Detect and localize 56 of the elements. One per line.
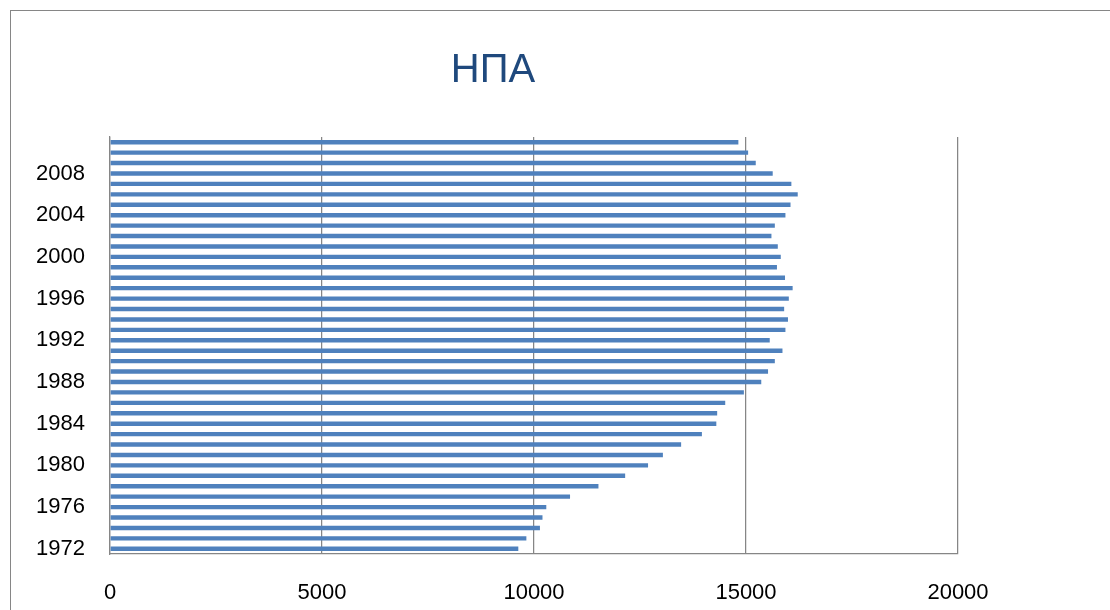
bar (110, 504, 547, 510)
y-tick-label: 1980 (36, 451, 85, 477)
bar (110, 285, 793, 291)
bar (110, 150, 749, 155)
bar (110, 181, 792, 187)
bar (110, 233, 772, 239)
bar (110, 390, 744, 395)
bar (110, 536, 527, 541)
bar (110, 525, 540, 531)
bar (110, 160, 756, 166)
bar (110, 463, 649, 468)
bar (110, 213, 786, 218)
x-tick-label: 10000 (503, 579, 565, 605)
bar (110, 358, 775, 364)
bar (110, 171, 773, 176)
bar (110, 254, 781, 260)
y-tick-label: 2004 (36, 201, 85, 227)
bar (110, 296, 789, 301)
y-tick-label: 2000 (36, 242, 85, 268)
bar (110, 379, 762, 385)
x-tick-label: 0 (103, 579, 117, 605)
bar (110, 244, 778, 249)
bar (110, 442, 682, 447)
y-tick-label: 1972 (36, 534, 85, 560)
bar (110, 484, 599, 489)
bar (110, 317, 788, 322)
y-tick-label: 1976 (36, 493, 85, 519)
bar (110, 223, 775, 228)
bar (110, 411, 718, 416)
y-tick-label: 1988 (36, 368, 85, 394)
y-tick-label: 1992 (36, 326, 85, 352)
bar (110, 348, 783, 353)
bar (110, 265, 777, 270)
bar (110, 140, 739, 145)
bar (110, 275, 786, 280)
bar (110, 473, 626, 478)
bar (110, 338, 770, 343)
bar (110, 494, 571, 499)
y-tick-label: 2008 (36, 159, 85, 185)
bar (110, 431, 702, 437)
x-tick-label: 15000 (715, 579, 777, 605)
bar (110, 452, 663, 458)
bar (110, 192, 798, 197)
x-tick-label: 5000 (297, 579, 347, 605)
x-tick-label: 20000 (927, 579, 989, 605)
bar (110, 369, 769, 374)
y-tick-label: 1996 (36, 284, 85, 310)
bar (110, 421, 717, 426)
y-tick-label: 1984 (36, 409, 85, 435)
chart-title: НПА (449, 46, 537, 90)
bar (110, 546, 519, 551)
bar (110, 327, 786, 333)
bar (110, 202, 791, 207)
bar (110, 400, 726, 406)
bar (110, 306, 785, 312)
bar (110, 515, 543, 520)
